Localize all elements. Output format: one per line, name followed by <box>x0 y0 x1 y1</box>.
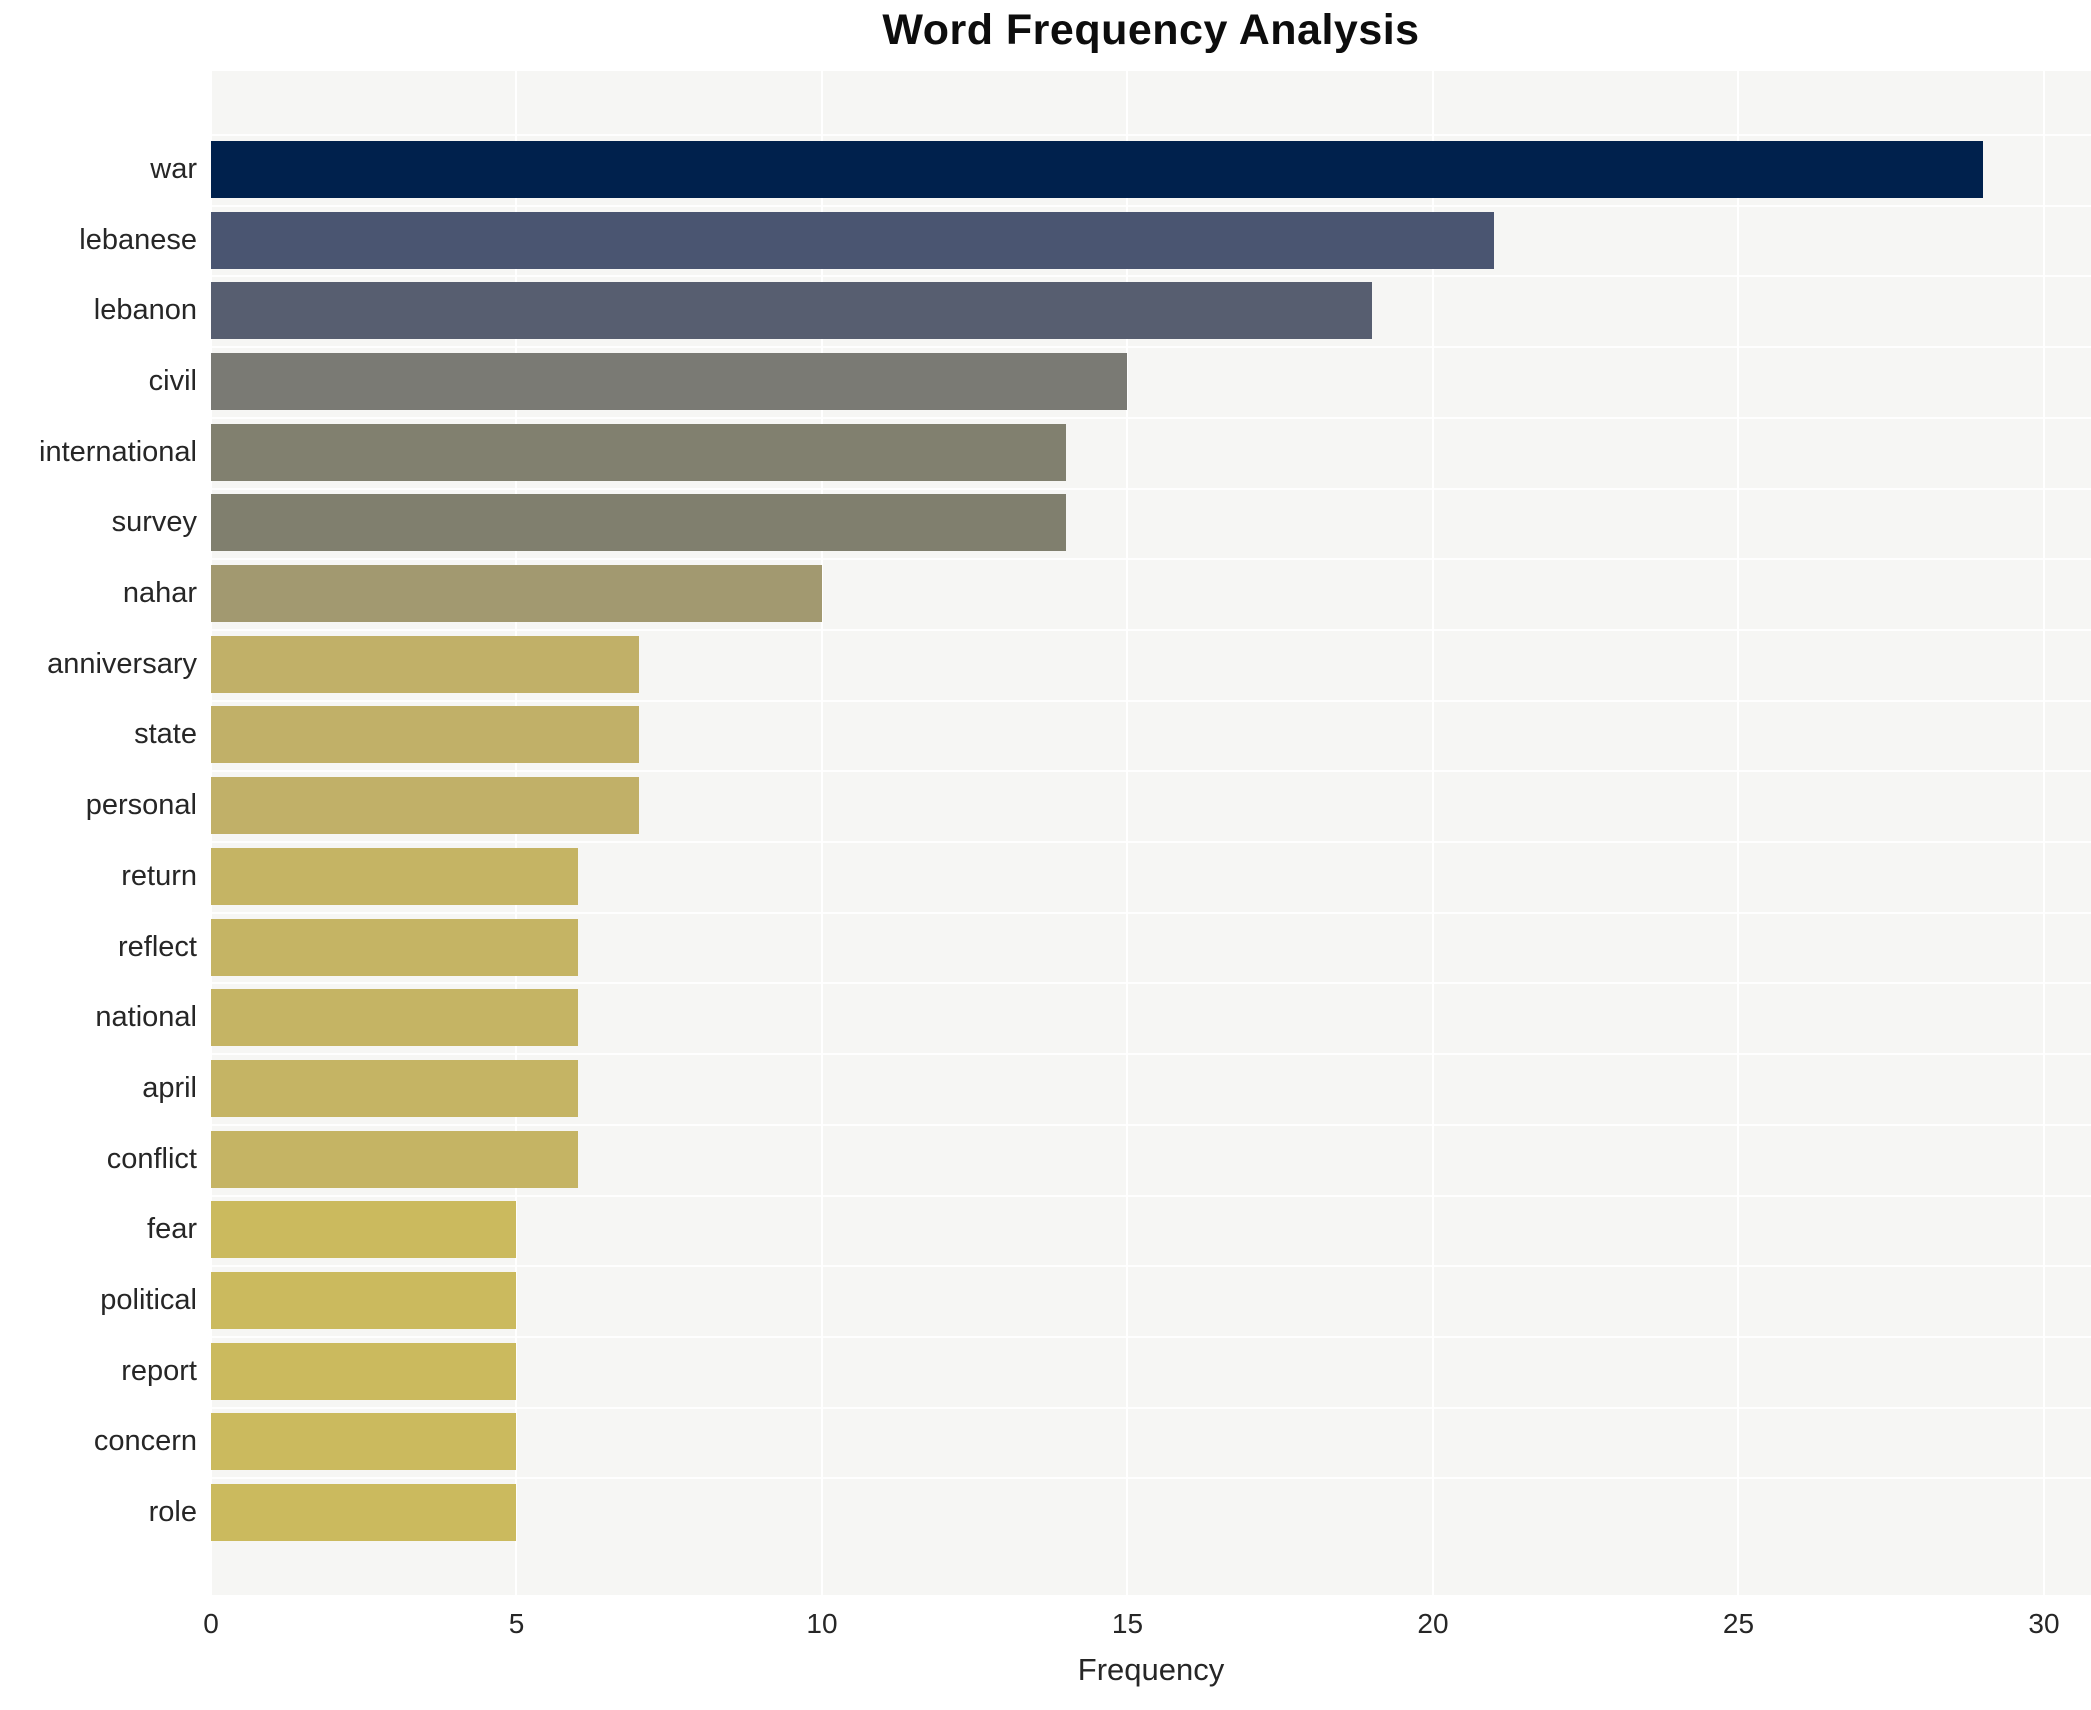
bar-reflect <box>211 918 578 976</box>
gridline-30 <box>2042 71 2045 1595</box>
row-separator <box>211 346 2091 349</box>
y-label-lebanese: lebanese <box>79 223 197 256</box>
row-separator <box>211 1265 2091 1268</box>
y-axis-labels: war lebanese lebanon civil international surv… <box>0 71 197 1595</box>
y-label-war: war <box>150 152 197 185</box>
row-separator <box>211 911 2091 914</box>
bar-april <box>211 1059 578 1117</box>
x-tick-25: 25 <box>1722 1608 1755 1639</box>
bar-survey <box>211 494 1067 552</box>
gridline-10 <box>820 71 823 1595</box>
row-separator <box>211 1194 2091 1197</box>
row-separator <box>211 558 2091 561</box>
y-label-lebanon: lebanon <box>93 294 197 327</box>
y-label-conflict: conflict <box>106 1142 197 1175</box>
bar-civil <box>211 352 1128 410</box>
x-tick-5: 5 <box>508 1608 525 1639</box>
y-label-fear: fear <box>147 1213 197 1246</box>
row-separator <box>211 275 2091 278</box>
row-separator <box>211 628 2091 631</box>
bar-lebanon <box>211 282 1372 340</box>
plot-area <box>210 71 2091 1595</box>
gridline-20 <box>1431 71 1434 1595</box>
bar-personal <box>211 777 639 835</box>
x-axis-title: Frequency <box>1077 1652 1225 1687</box>
row-separator <box>211 134 2091 136</box>
x-tick-0: 0 <box>203 1608 219 1639</box>
row-separator <box>211 1123 2091 1126</box>
y-label-concern: concern <box>93 1425 197 1458</box>
row-separator <box>211 1053 2091 1056</box>
x-tick-20: 20 <box>1417 1608 1449 1639</box>
y-label-national: national <box>95 1001 197 1034</box>
y-label-state: state <box>134 718 197 751</box>
row-separator <box>211 204 2091 207</box>
y-label-personal: personal <box>85 789 197 822</box>
y-label-role: role <box>148 1496 197 1529</box>
x-axis-ticks: 0 5 10 15 20 25 30 <box>203 1608 2091 1648</box>
y-label-april: april <box>142 1071 197 1104</box>
row-separator <box>211 1477 2091 1480</box>
row-separator <box>211 699 2091 702</box>
row-separator <box>211 841 2091 843</box>
y-label-anniversary: anniversary <box>47 647 197 680</box>
row-separator <box>211 770 2091 773</box>
chart-title: Word Frequency Analysis <box>882 6 1420 54</box>
bar-anniversary <box>211 635 639 693</box>
y-label-return: return <box>121 859 197 892</box>
bar-national <box>211 989 578 1047</box>
bar-lebanese <box>211 211 1495 269</box>
row-separator <box>211 1406 2091 1409</box>
row-separator <box>211 416 2091 419</box>
y-label-civil: civil <box>148 364 197 397</box>
bar-conflict <box>211 1130 578 1188</box>
bar-political <box>211 1272 517 1330</box>
bar-nahar <box>211 565 822 623</box>
bar-return <box>211 847 578 905</box>
y-label-survey: survey <box>111 506 197 539</box>
x-tick-15: 15 <box>1111 1608 1144 1639</box>
row-separator <box>211 982 2091 985</box>
y-label-nahar: nahar <box>122 577 197 610</box>
y-label-reflect: reflect <box>118 930 197 963</box>
bar-concern <box>211 1413 517 1471</box>
y-label-report: report <box>121 1354 197 1387</box>
bar-report <box>211 1342 517 1400</box>
gridline-15 <box>1126 71 1129 1595</box>
bar-role <box>211 1484 517 1542</box>
bar-fear <box>211 1201 517 1259</box>
row-separator <box>211 487 2091 490</box>
x-tick-10: 10 <box>806 1608 838 1639</box>
y-label-political: political <box>100 1284 197 1317</box>
y-label-international: international <box>39 435 197 468</box>
bar-international <box>211 423 1067 481</box>
bar-war <box>211 140 1983 198</box>
x-tick-30: 30 <box>2028 1608 2060 1639</box>
bar-state <box>211 706 639 764</box>
row-separator <box>211 1335 2091 1338</box>
gridline-25 <box>1737 71 1740 1595</box>
